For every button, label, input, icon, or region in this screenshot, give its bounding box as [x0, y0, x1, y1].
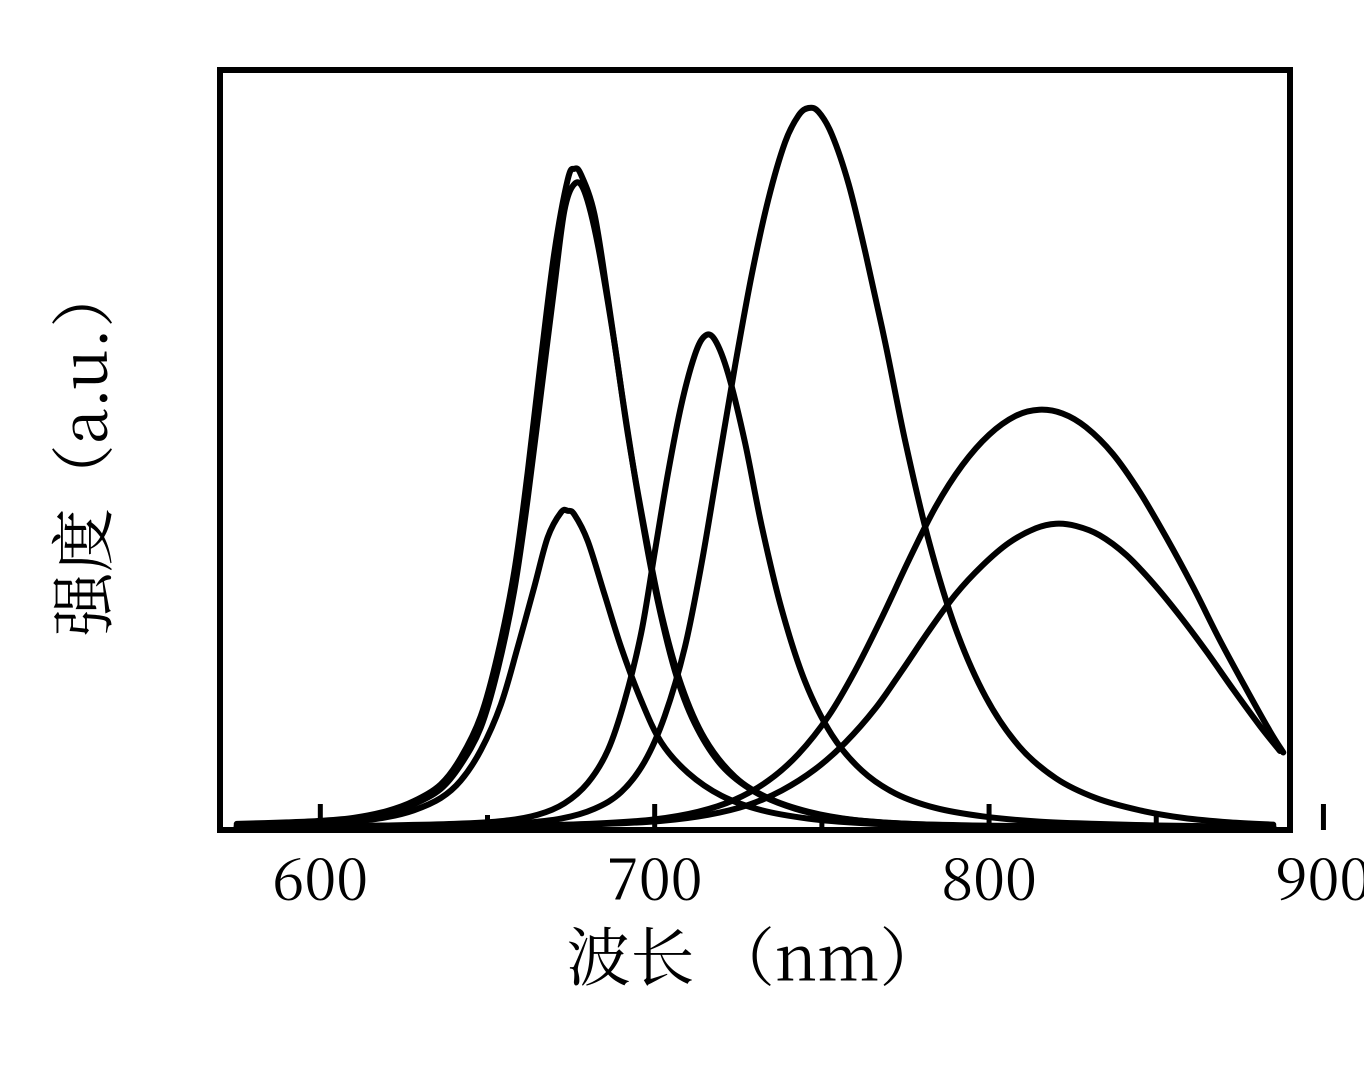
x-tick-label: 800 — [941, 833, 1037, 917]
x-tick-label: 700 — [607, 833, 703, 917]
chart-svg: 600 700 800 900 波长 （nm） 强度（a.u.） — [0, 0, 1364, 1072]
x-axis-label: 波长 （nm） — [566, 907, 943, 999]
x-tick-label: 600 — [272, 833, 368, 917]
spectra-chart: 600 700 800 900 波长 （nm） 强度（a.u.） — [0, 0, 1364, 1072]
x-tick-label: 900 — [1276, 833, 1364, 917]
y-axis-label: 强度（a.u.） — [33, 264, 125, 636]
x-tick-labels: 600 700 800 900 — [272, 833, 1364, 917]
plot-frame — [220, 70, 1290, 830]
